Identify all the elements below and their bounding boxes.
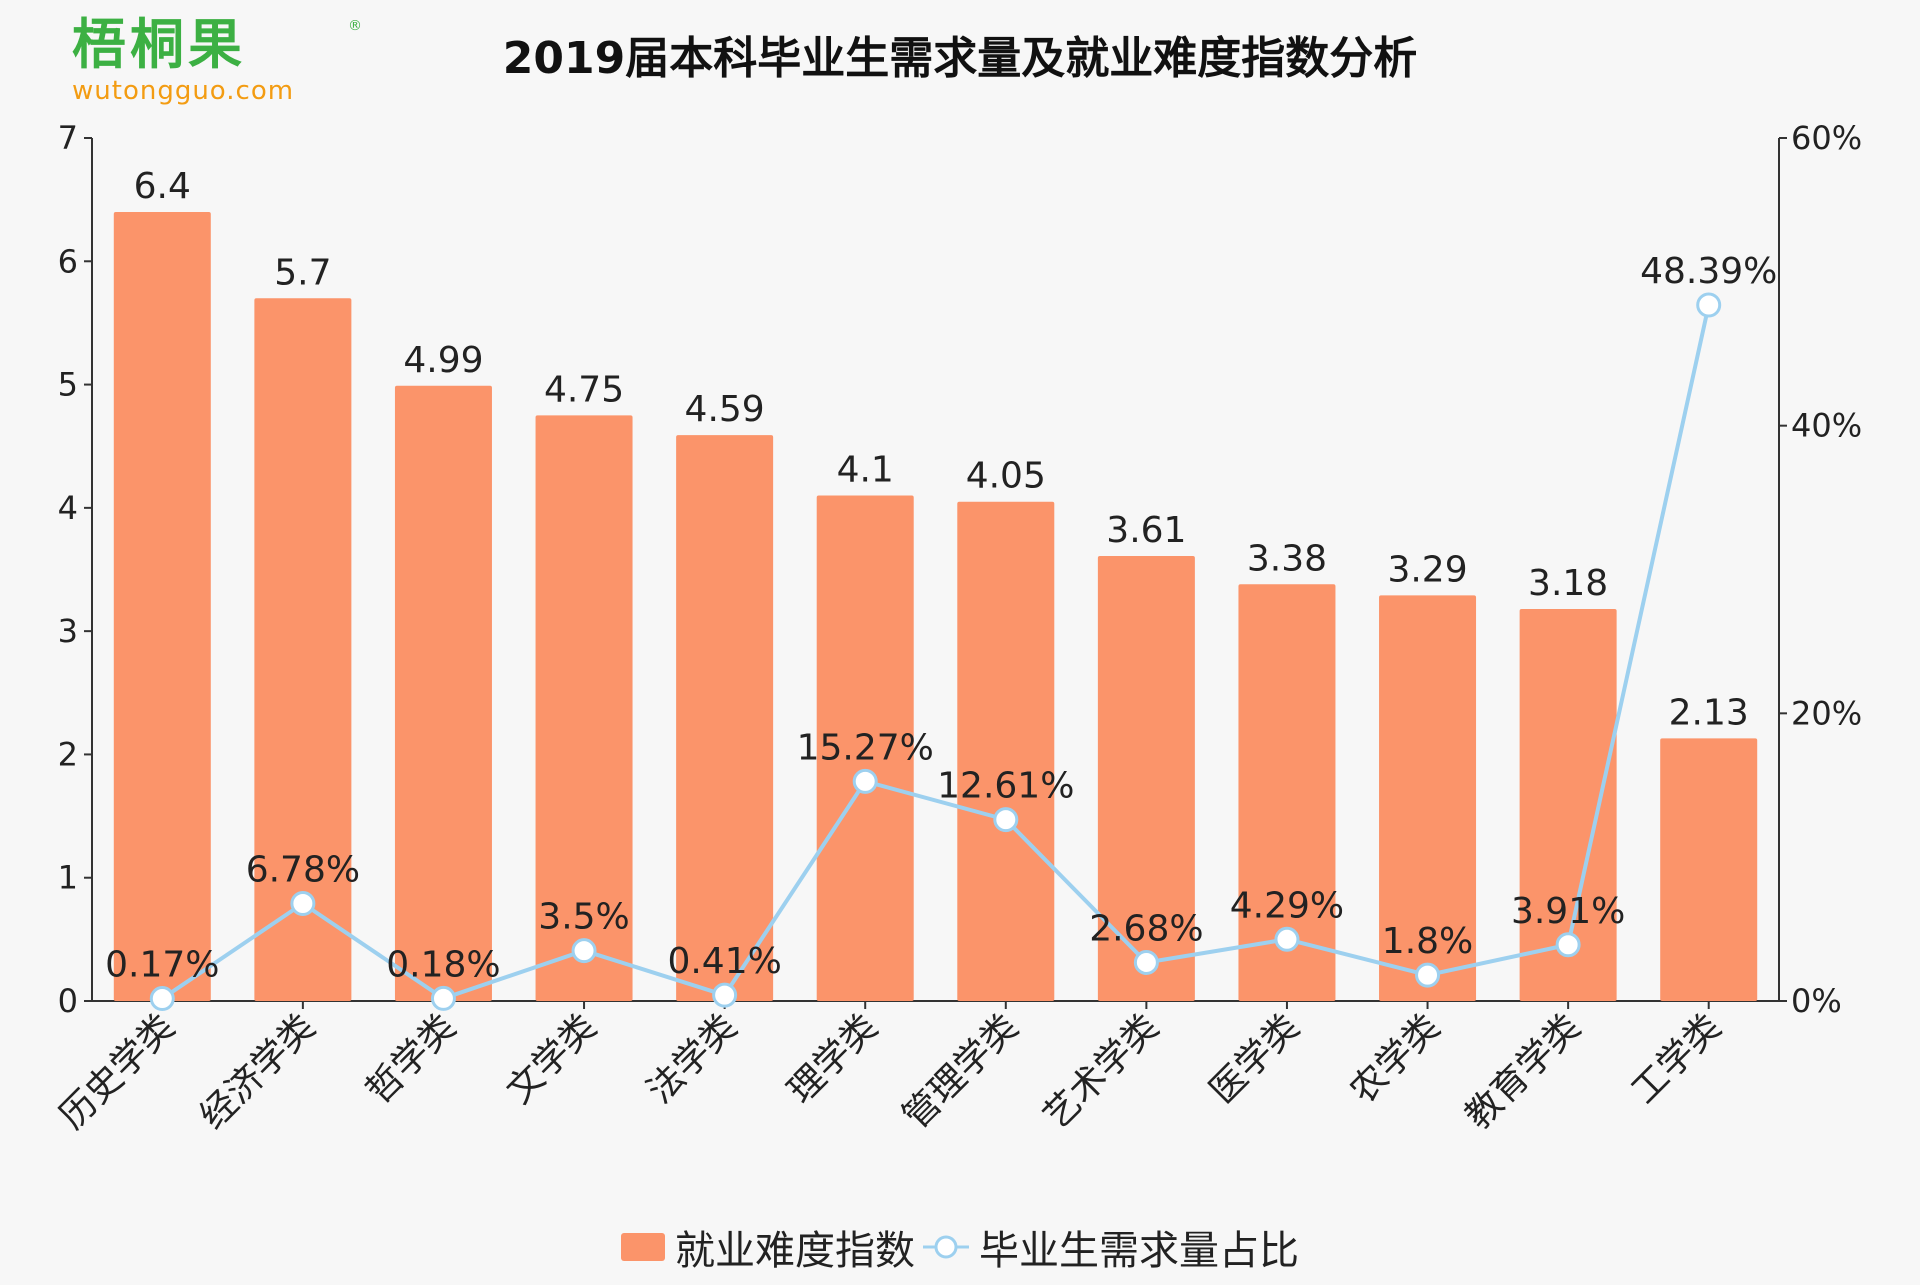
line-value-label: 48.39% bbox=[1640, 251, 1777, 292]
line-value-label: 15.27% bbox=[797, 727, 934, 768]
legend-line-swatch bbox=[923, 1235, 969, 1259]
x-tick-label: 理学类 bbox=[780, 1006, 885, 1111]
bar-value-label: 3.29 bbox=[1387, 549, 1467, 590]
x-tick-label: 文学类 bbox=[499, 1006, 604, 1111]
left-tick-label: 5 bbox=[58, 366, 78, 404]
legend-item-line[interactable]: 毕业生需求量占比 bbox=[923, 1218, 1299, 1276]
bar bbox=[957, 501, 1055, 1001]
bar-value-label: 4.75 bbox=[544, 369, 624, 410]
x-tick-label: 法学类 bbox=[640, 1006, 745, 1111]
line-point bbox=[1555, 932, 1581, 958]
x-tick-label: 管理学类 bbox=[895, 1006, 1026, 1137]
bar-value-label: 5.7 bbox=[274, 252, 331, 293]
left-tick-label: 7 bbox=[58, 119, 78, 157]
bar-value-label: 4.59 bbox=[685, 389, 765, 430]
right-tick-label: 60% bbox=[1791, 119, 1862, 157]
right-tick-label: 20% bbox=[1791, 694, 1862, 732]
bar-value-label: 4.05 bbox=[966, 456, 1046, 497]
logo-registered-mark: ® bbox=[348, 18, 362, 34]
line-value-label: 0.41% bbox=[667, 941, 781, 982]
bar-value-label: 3.61 bbox=[1106, 510, 1186, 551]
line-value-label: 4.29% bbox=[1230, 885, 1344, 926]
right-tick-label: 40% bbox=[1791, 407, 1862, 445]
bar bbox=[394, 385, 492, 1001]
x-tick-label: 经济学类 bbox=[192, 1006, 323, 1137]
line-point bbox=[290, 890, 316, 916]
line-value-label: 0.18% bbox=[386, 944, 500, 985]
bar-value-label: 3.18 bbox=[1528, 563, 1608, 604]
line-point bbox=[712, 982, 738, 1008]
legend-bar-swatch bbox=[621, 1233, 665, 1261]
bar bbox=[676, 435, 774, 1002]
logo-url-text: wutongguo.com bbox=[72, 76, 295, 106]
legend-bar-label: 就业难度指数 bbox=[675, 1228, 915, 1274]
bar-value-label: 3.38 bbox=[1247, 538, 1327, 579]
bar bbox=[1097, 555, 1195, 1001]
bar bbox=[254, 298, 352, 1001]
left-tick-label: 1 bbox=[58, 859, 78, 897]
line-value-label: 3.91% bbox=[1511, 891, 1625, 932]
line-point bbox=[1274, 926, 1300, 952]
line-value-label: 1.8% bbox=[1382, 921, 1473, 962]
line-value-label: 0.17% bbox=[105, 945, 219, 986]
legend-item-bar[interactable]: 就业难度指数 bbox=[621, 1218, 915, 1276]
line-value-label: 3.5% bbox=[538, 897, 629, 938]
chart-title: 2019届本科毕业生需求量及就业难度指数分析 bbox=[502, 33, 1418, 84]
line-point bbox=[993, 807, 1019, 833]
x-tick-label: 教育学类 bbox=[1458, 1006, 1589, 1137]
left-tick-label: 0 bbox=[58, 982, 78, 1020]
line-point bbox=[571, 938, 597, 964]
bar-value-label: 2.13 bbox=[1669, 692, 1749, 733]
x-tick-label: 医学类 bbox=[1202, 1006, 1307, 1111]
line-point bbox=[1133, 949, 1159, 975]
left-tick-label: 3 bbox=[58, 612, 78, 650]
bar bbox=[113, 211, 211, 1001]
chart-legend: 就业难度指数 毕业生需求量占比 bbox=[0, 1218, 1920, 1276]
line-series bbox=[161, 304, 1711, 1001]
bar-value-label: 4.1 bbox=[837, 450, 894, 491]
bar bbox=[1660, 738, 1758, 1001]
bar bbox=[535, 415, 633, 1002]
right-tick-label: 0% bbox=[1791, 982, 1842, 1020]
line-point bbox=[1415, 962, 1441, 988]
line-value-label: 2.68% bbox=[1089, 908, 1203, 949]
x-tick-label: 历史学类 bbox=[52, 1006, 183, 1137]
x-tick-label: 艺术学类 bbox=[1036, 1006, 1167, 1137]
line-value-label: 6.78% bbox=[246, 849, 360, 890]
bar bbox=[1519, 608, 1617, 1001]
bar bbox=[1379, 595, 1477, 1001]
bar bbox=[1238, 584, 1336, 1001]
left-tick-label: 2 bbox=[58, 735, 78, 773]
legend-line-label: 毕业生需求量占比 bbox=[979, 1228, 1299, 1274]
logo: 梧桐果 ® wutongguo.com bbox=[72, 13, 362, 106]
logo-main-text: 梧桐果 bbox=[72, 13, 246, 76]
line-point bbox=[430, 985, 456, 1011]
line-point bbox=[149, 986, 175, 1012]
x-tick-label: 农学类 bbox=[1343, 1006, 1448, 1111]
line-point bbox=[1696, 292, 1722, 318]
bar bbox=[816, 495, 914, 1001]
x-tick-label: 工学类 bbox=[1624, 1006, 1729, 1111]
bar-value-label: 4.99 bbox=[403, 340, 483, 381]
left-tick-label: 6 bbox=[58, 242, 78, 280]
bar-value-label: 6.4 bbox=[134, 166, 191, 207]
left-tick-label: 4 bbox=[58, 489, 78, 527]
line-value-label: 12.61% bbox=[937, 766, 1074, 807]
line-point bbox=[852, 768, 878, 794]
x-tick-label: 哲学类 bbox=[358, 1006, 463, 1111]
